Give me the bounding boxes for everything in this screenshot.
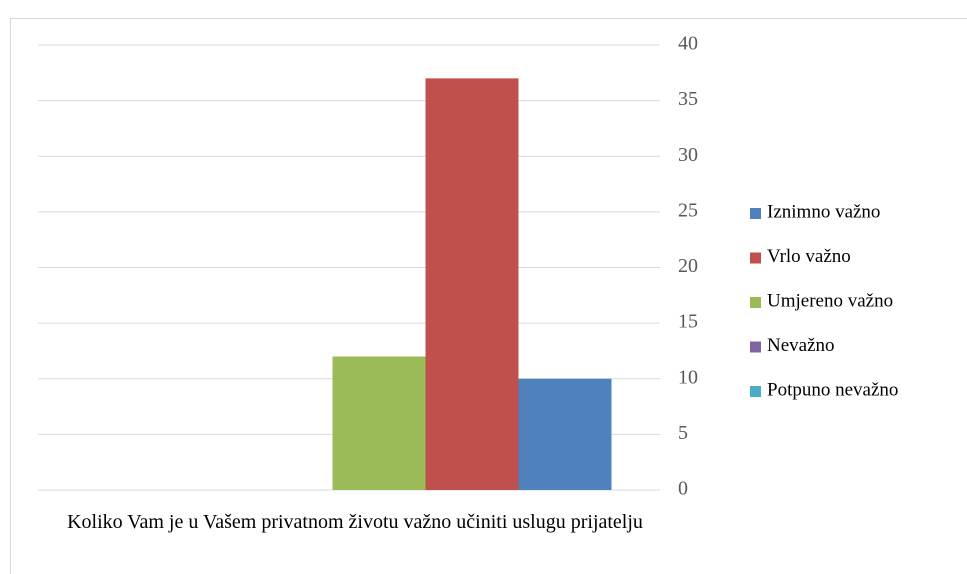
legend-swatch bbox=[750, 208, 761, 219]
bar bbox=[425, 78, 519, 490]
legend-label: Iznimno važno bbox=[767, 201, 880, 222]
y-tick-label: 10 bbox=[678, 366, 698, 388]
y-tick-label: 35 bbox=[678, 88, 698, 110]
chart-border bbox=[10, 18, 967, 574]
legend-label: Potpuno nevažno bbox=[767, 379, 898, 400]
y-tick-label: 0 bbox=[678, 478, 688, 500]
legend-swatch bbox=[750, 297, 761, 308]
y-tick-label: 25 bbox=[678, 199, 698, 221]
bar bbox=[332, 356, 426, 490]
legend-swatch bbox=[750, 341, 761, 353]
legend-label: Vrlo važno bbox=[767, 246, 851, 267]
legend-swatch bbox=[750, 252, 761, 264]
y-tick-label: 15 bbox=[678, 311, 698, 333]
x-tick-label: Koliko Vam je u Vašem privatnom životu v… bbox=[67, 511, 643, 533]
y-tick-label: 30 bbox=[678, 144, 698, 166]
y-tick-label: 20 bbox=[678, 255, 698, 277]
y-tick-label: 40 bbox=[678, 33, 698, 55]
legend-label: Umjereno važno bbox=[767, 290, 893, 311]
bar bbox=[518, 378, 612, 490]
legend-label: Nevažno bbox=[767, 335, 835, 356]
legend-swatch bbox=[750, 386, 761, 397]
y-tick-label: 5 bbox=[678, 422, 688, 444]
